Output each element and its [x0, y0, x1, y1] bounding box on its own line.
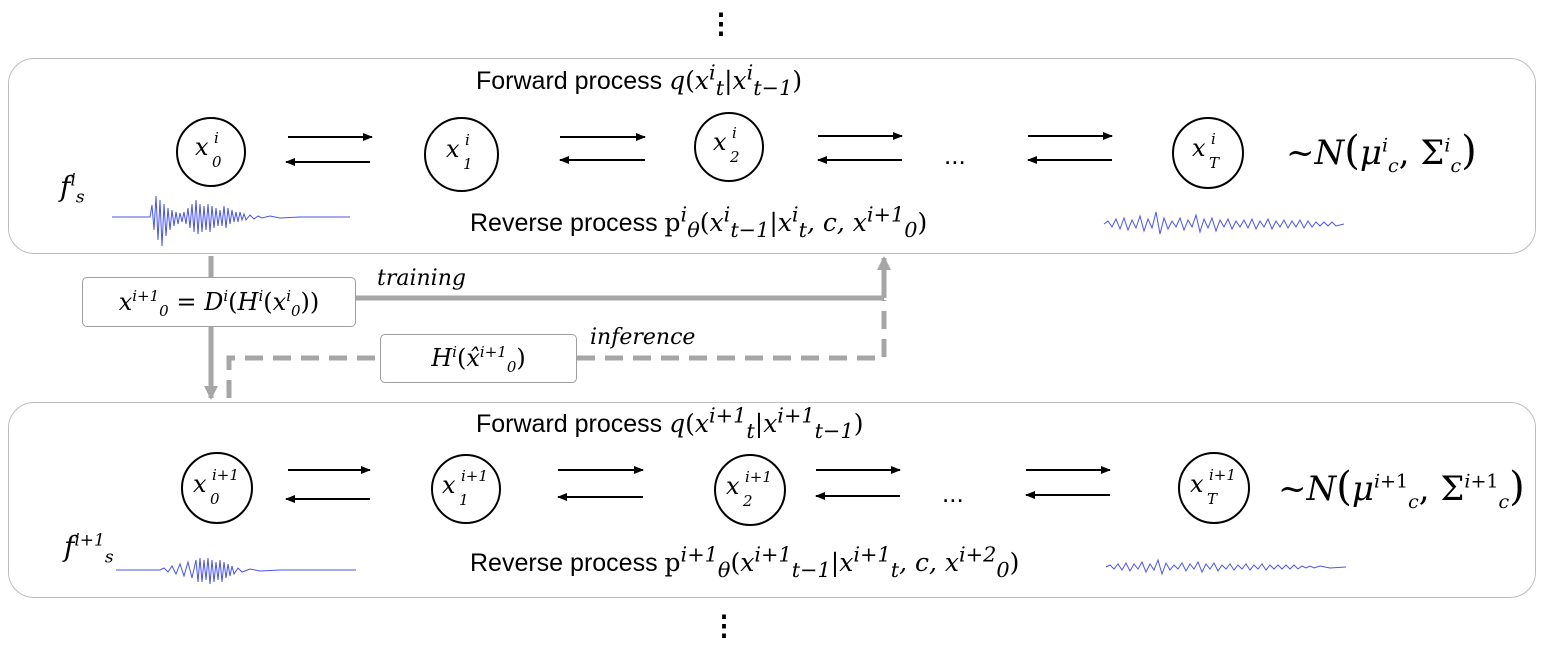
stage-i-node-xT: x i T: [1172, 117, 1244, 189]
stage-i-node-x1: x i 1: [424, 117, 499, 192]
stage-i1-waveform-noise: [1105, 558, 1347, 576]
stage-i-waveform-clean: [112, 195, 350, 247]
stage-i1-forward-title: Forward process q(xi+1t|xi+1t−1): [476, 403, 864, 443]
stage-i-arrows: [285, 132, 1113, 166]
stage-i-node-x2: x i 2: [694, 112, 764, 182]
reverse-label: Reverse process: [470, 549, 658, 577]
forward-label: Forward process: [476, 67, 663, 95]
inference-path: [226, 300, 887, 398]
reverse-formula: piθ(xit−1|xit, c, xi+10): [664, 202, 928, 242]
inference-label: inference: [590, 325, 696, 350]
stage-i1-distribution: ~N(μi+1c, Σi+1c): [1278, 464, 1525, 513]
training-path: [204, 256, 891, 400]
stage-i-distribution: ~N(μic, Σic): [1286, 128, 1477, 177]
stage-i-panel: [8, 58, 1536, 254]
stage-i1-waveform-clean: [116, 557, 356, 585]
inference-box: Hi(x̂i+10): [380, 334, 577, 383]
stage-i1-ellipsis: ...: [942, 478, 964, 508]
stage-i-ellipsis: ...: [944, 140, 966, 170]
stage-i1-node-xT: x i+1 T: [1178, 452, 1250, 524]
reverse-formula: pi+1θ(xi+1t−1|xi+1t, c, xi+20): [664, 542, 1020, 582]
training-label: training: [377, 266, 466, 291]
stage-i-node-x0: x i 0: [176, 117, 246, 187]
stage-i-fs-label: fis: [60, 170, 85, 208]
forward-formula: q(xi+1t|xi+1t−1): [669, 403, 864, 443]
reverse-label: Reverse process: [470, 209, 658, 237]
stage-i-waveform-noise: [1103, 211, 1345, 235]
stage-i1-arrows: [285, 466, 1111, 503]
stage-i1-node-x2: x i+1 2: [714, 454, 786, 526]
training-box: xi+10 = Di(Hi(xi0)): [82, 277, 356, 327]
forward-formula: q(xit|xit−1): [669, 60, 803, 100]
stage-i-forward-title: Forward process q(xit|xit−1): [476, 60, 803, 100]
stage-i1-node-x0: x i+1 0: [181, 452, 253, 524]
forward-label: Forward process: [476, 410, 663, 438]
stage-i1-reverse-title: Reverse process pi+1θ(xi+1t−1|xi+1t, c, …: [470, 542, 1020, 582]
stage-i1-fs-label: fi+1s: [64, 530, 114, 568]
stage-i1-node-x1: x i+1 1: [431, 454, 501, 524]
stage-i-reverse-title: Reverse process piθ(xit−1|xit, c, xi+10): [470, 202, 928, 242]
